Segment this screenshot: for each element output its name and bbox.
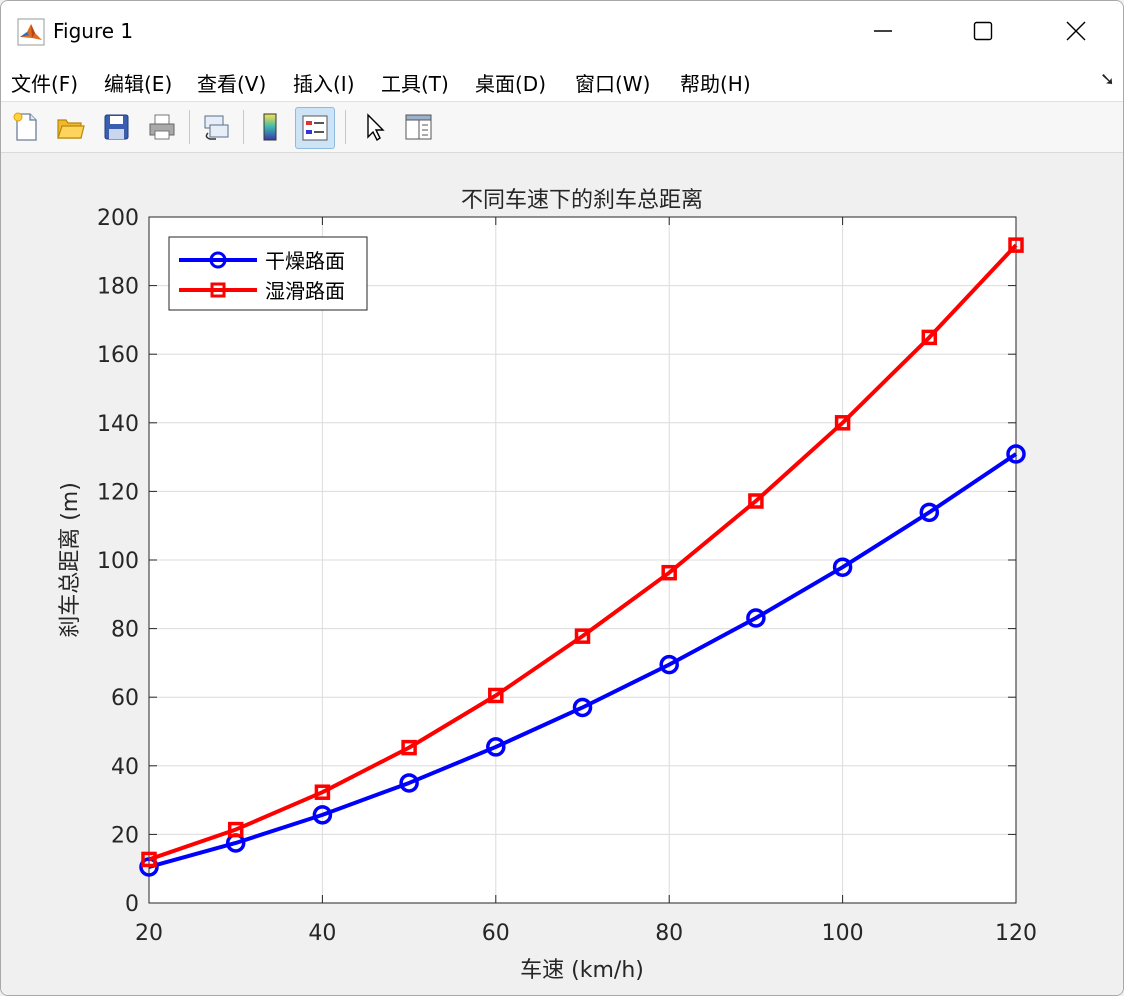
matlab-logo-icon <box>17 18 45 46</box>
print-icon <box>149 114 175 140</box>
data-point[interactable] <box>748 493 764 509</box>
y-axis-label: 刹车总距离 (m) <box>58 482 83 638</box>
data-point[interactable] <box>659 654 679 675</box>
save-button[interactable] <box>97 107 135 147</box>
series-line <box>148 452 1018 869</box>
series-layer <box>139 237 1026 877</box>
legend-label-dry: 干燥路面 <box>265 249 345 273</box>
open-file-button[interactable] <box>51 107 89 147</box>
data-point[interactable] <box>1006 444 1026 464</box>
menu-desktop[interactable]: 桌面(D) <box>475 72 547 96</box>
data-point[interactable] <box>486 737 506 757</box>
chart-title: 不同车速下的刹车总距离 <box>461 188 703 213</box>
legend-box <box>168 236 368 311</box>
data-point[interactable] <box>312 805 333 825</box>
new-file-icon <box>13 112 37 141</box>
toolbar <box>1 102 1123 153</box>
menu-bar: 文件(F) 编辑(E) 查看(V) 插入(I) 工具(T) 桌面(D) 窗口(W… <box>1 61 1123 102</box>
series-dry <box>139 444 1026 877</box>
series-wet <box>141 237 1024 868</box>
x-tick-label: 40 <box>308 921 336 946</box>
new-figure-button[interactable] <box>7 107 45 147</box>
insert-colorbar-button[interactable] <box>251 107 289 147</box>
legend[interactable]: 干燥路面 湿滑路面 <box>168 236 368 311</box>
maximize-icon <box>973 21 993 41</box>
y-tick-label: 100 <box>97 549 139 574</box>
line-chart[interactable]: 20 40 60 80 100 120 0204060801001201401601802… <box>1 153 1123 995</box>
data-point[interactable] <box>919 502 940 523</box>
x-tick-label: 20 <box>135 921 163 946</box>
legend-marker-wet <box>210 282 226 298</box>
maximize-button[interactable] <box>963 13 1003 49</box>
data-point[interactable] <box>227 821 244 838</box>
data-point[interactable] <box>574 628 591 644</box>
title-bar: Figure 1 <box>1 1 1123 61</box>
legend-label-wet: 湿滑路面 <box>265 279 345 303</box>
figure-canvas: 20 40 60 80 100 120 0 20 40 60 80 100 120 140 160 180 2… <box>1 153 1123 995</box>
data-point[interactable] <box>832 557 853 577</box>
toolbar-separator <box>345 110 346 144</box>
x-axis: 20 40 60 80 100 120 <box>135 217 1037 946</box>
save-icon <box>104 114 129 140</box>
legend-icon <box>302 115 328 141</box>
data-point[interactable] <box>1008 237 1024 253</box>
data-point[interactable] <box>488 687 504 704</box>
y-tick-label: 120 <box>97 480 139 505</box>
window-title: Figure 1 <box>53 19 134 43</box>
y-tick-label: 140 <box>97 412 139 437</box>
y-tick-label: 180 <box>97 275 139 300</box>
print-button[interactable] <box>143 107 181 147</box>
menu-edit[interactable]: 编辑(E) <box>104 72 173 96</box>
property-editor-button[interactable] <box>399 107 437 147</box>
property-editor-icon <box>405 114 432 140</box>
y-axis: 0 20 40 60 80 100 120 140 160 180 200 <box>97 206 1016 917</box>
data-point[interactable] <box>401 739 417 756</box>
menu-insert[interactable]: 插入(I) <box>293 72 355 96</box>
link-plot-icon <box>204 115 229 140</box>
colorbar-icon <box>263 113 277 141</box>
toolbar-separator <box>189 110 190 144</box>
x-axis-label: 车速 (km/h) <box>520 958 644 983</box>
legend-marker-dry <box>209 251 227 269</box>
x-tick-label: 100 <box>822 921 864 946</box>
y-tick-label: 0 <box>125 892 139 917</box>
data-point[interactable] <box>141 851 157 868</box>
data-point[interactable] <box>746 608 766 628</box>
menu-window[interactable]: 窗口(W) <box>575 72 651 96</box>
close-button[interactable] <box>1056 13 1096 49</box>
data-point[interactable] <box>661 564 677 581</box>
data-point[interactable] <box>834 415 851 431</box>
edit-plot-button[interactable] <box>355 107 393 147</box>
series-line <box>148 243 1018 862</box>
menu-file[interactable]: 文件(F) <box>11 72 79 96</box>
y-tick-label: 200 <box>97 206 139 231</box>
data-point[interactable] <box>399 773 419 793</box>
minimize-icon <box>874 30 892 32</box>
pointer-icon <box>367 113 385 142</box>
minimize-button[interactable] <box>863 13 903 49</box>
y-tick-label: 20 <box>111 823 139 848</box>
menu-tools[interactable]: 工具(T) <box>381 72 449 96</box>
toolbar-separator <box>243 110 244 144</box>
close-icon <box>1066 21 1086 41</box>
x-tick-label: 60 <box>482 921 510 946</box>
y-tick-label: 60 <box>111 686 139 711</box>
y-tick-label: 80 <box>111 618 139 643</box>
link-plot-button[interactable] <box>197 107 235 147</box>
x-tick-label: 80 <box>655 921 683 946</box>
insert-legend-button[interactable] <box>295 107 335 149</box>
data-point[interactable] <box>921 329 938 346</box>
data-point[interactable] <box>572 697 593 718</box>
x-tick-label: 120 <box>995 921 1037 946</box>
y-tick-label: 160 <box>97 343 139 368</box>
y-tick-label: 40 <box>111 755 139 780</box>
menu-view[interactable]: 查看(V) <box>197 72 267 96</box>
open-folder-icon <box>57 119 85 139</box>
data-point[interactable] <box>314 784 331 800</box>
grid-lines <box>149 217 1016 903</box>
menu-help[interactable]: 帮助(H) <box>680 72 751 96</box>
menu-collapse-icon[interactable]: ➘ <box>1099 69 1115 90</box>
